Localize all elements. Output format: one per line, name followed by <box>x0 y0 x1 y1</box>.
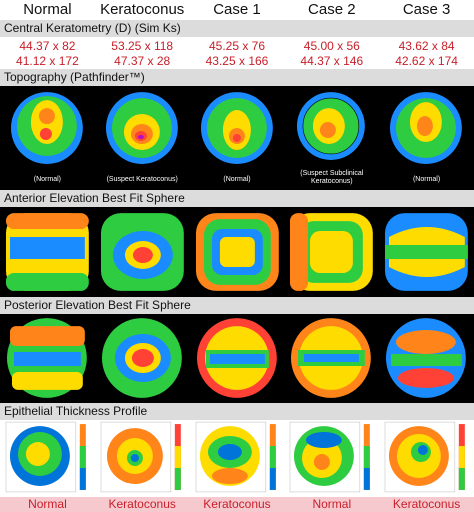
sim-ks-case-1: 45.25 x 76 43.25 x 166 <box>205 39 269 68</box>
section-keratometry-title: Central Keratometry (D) (Sim Ks) <box>0 20 474 37</box>
diagnosis-case-1: Keratoconus <box>203 497 271 511</box>
topography-caption-case-2: (Suspect Subclinical Keratoconus) <box>300 170 364 185</box>
column-header-normal: Normal <box>23 1 72 18</box>
diagnosis-case-3: Keratoconus <box>392 497 461 511</box>
epithelial-map-case-2 <box>284 420 379 497</box>
sim-ks-normal: 44.37 x 82 41.12 x 172 <box>16 39 79 68</box>
elevation-image <box>290 213 374 291</box>
epithelial-image <box>290 421 371 493</box>
epithelial-map-case-3 <box>379 420 474 497</box>
sim-ks-case-2: 45.00 x 56 44.37 x 146 <box>300 39 364 68</box>
epithelial-row <box>0 420 474 497</box>
epithelial-image <box>195 421 276 493</box>
diagnosis-normal: Normal <box>28 497 67 511</box>
topography-image <box>200 92 273 164</box>
topography-caption-case-1: (Normal) <box>223 176 251 183</box>
posterior-map-keratoconus <box>95 314 190 403</box>
sim-ks-row: 44.37 x 82 41.12 x 172 53.25 x 118 47.37 x… <box>0 37 474 69</box>
topography-map-normal: (Normal) <box>0 86 95 190</box>
section-topography-title: Topography (Pathfinder™) <box>0 69 474 86</box>
posterior-map-case-3 <box>379 314 474 403</box>
topography-caption-keratoconus: (Suspect Keratoconus) <box>106 176 178 183</box>
topography-image <box>390 92 463 164</box>
elevation-image <box>386 318 467 398</box>
diagnosis-case-2: Normal <box>312 497 352 511</box>
epithelial-image <box>100 421 181 493</box>
column-header-row: Normal Keratoconus Case 1 Case 2 Case 3 <box>0 0 474 20</box>
elevation-image <box>385 213 468 291</box>
anterior-elevation-row <box>0 207 474 297</box>
elevation-image <box>100 213 184 291</box>
epithelial-image <box>5 421 86 493</box>
topography-map-case-1: (Normal) <box>190 86 285 190</box>
elevation-image <box>101 318 182 398</box>
topography-map-case-2: (Suspect Subclinical Keratoconus) <box>284 86 379 190</box>
sim-ks-case-3: 43.62 x 84 42.62 x 174 <box>395 39 458 68</box>
epithelial-image <box>384 421 466 493</box>
posterior-map-normal <box>0 314 95 403</box>
epithelial-map-normal <box>0 420 95 497</box>
elevation-image <box>291 318 372 398</box>
column-header-case-3: Case 3 <box>402 1 451 18</box>
diagnosis-footer-row: Normal Keratoconus Keratoconus Normal Ke… <box>0 497 474 512</box>
section-epithelial-title: Epithelial Thickness Profile <box>0 403 474 420</box>
diagnosis-keratoconus: Keratoconus <box>108 497 176 511</box>
column-header-case-1: Case 1 <box>213 1 261 18</box>
topography-image <box>105 92 178 164</box>
elevation-image <box>6 318 87 398</box>
epithelial-map-keratoconus <box>95 420 190 497</box>
elevation-image <box>5 213 89 291</box>
topography-image <box>297 92 366 160</box>
topography-image <box>10 92 83 164</box>
elevation-image <box>195 213 279 291</box>
anterior-map-normal <box>0 207 95 297</box>
posterior-elevation-row <box>0 314 474 403</box>
epithelial-map-case-1 <box>190 420 285 497</box>
column-header-keratoconus: Keratoconus <box>100 1 185 18</box>
section-anterior-title: Anterior Elevation Best Fit Sphere <box>0 190 474 207</box>
topography-caption-case-3: (Normal) <box>412 176 441 183</box>
section-posterior-title: Posterior Elevation Best Fit Sphere <box>0 297 474 314</box>
topography-row: (Normal) (Suspect Keratoconus) (Normal) <box>0 86 474 190</box>
anterior-map-case-1 <box>190 207 285 297</box>
column-header-case-2: Case 2 <box>308 1 356 18</box>
posterior-map-case-1 <box>190 314 285 403</box>
posterior-map-case-2 <box>284 314 379 403</box>
topography-map-keratoconus: (Suspect Keratoconus) <box>95 86 190 190</box>
anterior-map-case-3 <box>379 207 474 297</box>
topography-caption-normal: (Normal) <box>33 176 62 183</box>
anterior-map-case-2 <box>284 207 379 297</box>
topography-map-case-3: (Normal) <box>379 86 474 190</box>
anterior-map-keratoconus <box>95 207 190 297</box>
sim-ks-keratoconus: 53.25 x 118 47.37 x 28 <box>111 39 174 68</box>
elevation-image <box>196 318 277 398</box>
